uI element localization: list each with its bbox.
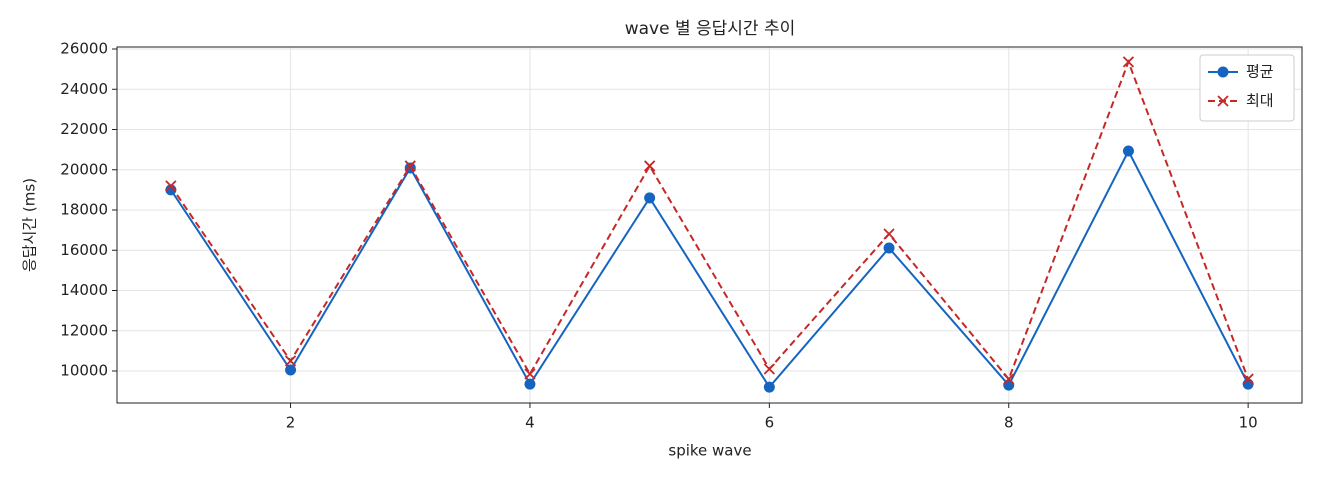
plot-frame [116, 46, 1303, 404]
x-axis-label: spike wave [668, 442, 751, 460]
point [1122, 145, 1134, 157]
point [644, 160, 656, 172]
point [524, 378, 536, 390]
point [284, 355, 297, 367]
legend-marker [1217, 66, 1229, 78]
y-tick-label: 10000 [60, 362, 108, 380]
point [285, 364, 297, 376]
x-tick-label: 2 [286, 414, 296, 432]
point [165, 184, 177, 196]
point [763, 363, 775, 375]
series-line [170, 59, 1250, 382]
y-tick-label: 16000 [60, 241, 108, 259]
y-tick-label: 12000 [60, 321, 108, 339]
legend-marker [1217, 95, 1229, 107]
y-tick-label: 20000 [60, 160, 108, 178]
y-tick-label: 18000 [60, 201, 108, 219]
series-line [170, 148, 1250, 389]
point [165, 180, 177, 192]
y-tick-label: 24000 [60, 80, 108, 98]
point [763, 381, 775, 393]
legend-label: 최대 [1246, 92, 1274, 110]
y-tick-label: 14000 [60, 281, 108, 299]
point [1242, 373, 1254, 385]
x-tick-label: 8 [1004, 414, 1014, 432]
y-tick-label: 26000 [60, 40, 108, 58]
x-tick-label: 4 [525, 414, 535, 432]
y-axis-label: 응답시간 (ms) [21, 178, 39, 272]
chart-title: wave 별 응답시간 추이 [625, 19, 796, 39]
point [1122, 56, 1135, 68]
point [883, 242, 895, 254]
point [644, 192, 656, 204]
point [1003, 379, 1015, 391]
point [524, 368, 536, 380]
point [883, 228, 895, 240]
legend-label: 평균 [1246, 63, 1274, 81]
point [1003, 373, 1015, 385]
x-tick-label: 10 [1239, 414, 1258, 432]
y-tick-label: 22000 [60, 120, 108, 138]
point [404, 160, 416, 172]
x-tick-label: 6 [765, 414, 775, 432]
